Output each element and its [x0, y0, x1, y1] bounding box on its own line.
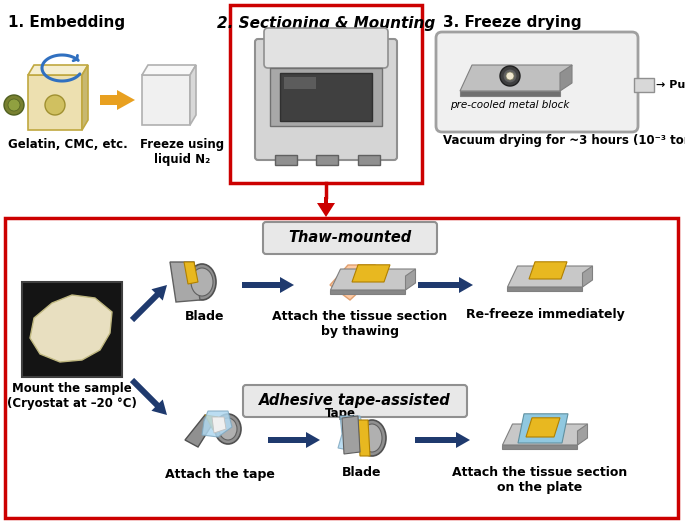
Polygon shape [190, 65, 196, 125]
Polygon shape [202, 411, 232, 437]
Polygon shape [28, 75, 82, 130]
FancyBboxPatch shape [5, 218, 678, 518]
Text: pre-cooled metal block: pre-cooled metal block [450, 100, 570, 110]
Polygon shape [28, 65, 88, 75]
Text: Blade: Blade [342, 466, 382, 479]
Bar [275, 155, 297, 165]
Polygon shape [508, 287, 582, 291]
Polygon shape [529, 262, 567, 279]
Ellipse shape [215, 414, 241, 444]
Polygon shape [352, 265, 390, 282]
Polygon shape [170, 262, 200, 302]
FancyArrow shape [130, 378, 167, 415]
Polygon shape [342, 416, 360, 454]
Text: Blade: Blade [185, 310, 225, 323]
Circle shape [506, 72, 514, 80]
Circle shape [4, 95, 24, 115]
Polygon shape [330, 269, 416, 290]
FancyBboxPatch shape [264, 28, 388, 68]
Bar [22, 282, 122, 377]
Text: Attach the tissue section
by thawing: Attach the tissue section by thawing [273, 310, 447, 338]
Circle shape [8, 99, 20, 111]
Ellipse shape [362, 424, 382, 452]
Polygon shape [142, 75, 190, 125]
Polygon shape [30, 295, 112, 362]
Polygon shape [508, 266, 593, 287]
Polygon shape [560, 65, 572, 91]
Text: Attach the tissue section
on the plate: Attach the tissue section on the plate [452, 466, 627, 494]
Polygon shape [518, 414, 568, 443]
Polygon shape [406, 269, 416, 290]
Polygon shape [460, 91, 560, 96]
Ellipse shape [191, 268, 213, 296]
FancyBboxPatch shape [270, 68, 382, 126]
Text: Mount the sample
(Cryostat at –20 °C): Mount the sample (Cryostat at –20 °C) [7, 382, 137, 410]
Text: Thaw-mounted: Thaw-mounted [288, 231, 412, 245]
Text: 1. Embedding: 1. Embedding [8, 15, 125, 30]
FancyBboxPatch shape [230, 5, 422, 183]
Bar [358, 155, 380, 165]
Polygon shape [142, 65, 196, 75]
Text: 3. Freeze drying: 3. Freeze drying [443, 15, 582, 30]
FancyBboxPatch shape [436, 32, 638, 132]
Text: Freeze using
liquid N₂: Freeze using liquid N₂ [140, 138, 224, 166]
Ellipse shape [188, 264, 216, 300]
FancyArrow shape [130, 285, 167, 322]
Polygon shape [82, 65, 88, 130]
FancyArrow shape [418, 277, 473, 293]
Bar [634, 78, 654, 92]
Text: Tape: Tape [325, 407, 356, 420]
FancyBboxPatch shape [280, 73, 372, 121]
Polygon shape [205, 415, 218, 430]
Polygon shape [526, 418, 560, 437]
Text: 2. Sectioning & Mounting: 2. Sectioning & Mounting [217, 16, 435, 31]
Bar [316, 155, 338, 165]
Circle shape [500, 66, 520, 86]
Polygon shape [212, 417, 226, 433]
FancyBboxPatch shape [263, 222, 437, 254]
Ellipse shape [358, 420, 386, 456]
Circle shape [503, 69, 517, 83]
FancyArrow shape [415, 432, 470, 448]
FancyBboxPatch shape [243, 385, 467, 417]
FancyArrow shape [317, 197, 335, 217]
Polygon shape [460, 65, 572, 91]
FancyArrow shape [242, 277, 294, 293]
Text: → Pumping out: → Pumping out [656, 80, 685, 90]
Polygon shape [184, 262, 198, 284]
Polygon shape [185, 415, 215, 447]
FancyArrow shape [268, 432, 320, 448]
Text: Re-freeze immediately: Re-freeze immediately [466, 308, 624, 321]
Polygon shape [503, 445, 577, 449]
Text: Attach the tape: Attach the tape [165, 468, 275, 481]
Polygon shape [330, 290, 406, 294]
Ellipse shape [219, 418, 237, 440]
Circle shape [45, 95, 65, 115]
Polygon shape [582, 266, 593, 287]
Polygon shape [503, 424, 588, 445]
Polygon shape [330, 265, 383, 300]
FancyArrow shape [100, 90, 135, 110]
Polygon shape [358, 420, 370, 456]
Text: Vacuum drying for ~3 hours (10⁻³ torr): Vacuum drying for ~3 hours (10⁻³ torr) [443, 134, 685, 147]
FancyBboxPatch shape [255, 39, 397, 160]
FancyBboxPatch shape [284, 77, 316, 89]
Polygon shape [577, 424, 588, 445]
Polygon shape [338, 416, 364, 452]
Text: Gelatin, CMC, etc.: Gelatin, CMC, etc. [8, 138, 127, 151]
Text: Adhesive tape-assisted: Adhesive tape-assisted [259, 393, 451, 408]
